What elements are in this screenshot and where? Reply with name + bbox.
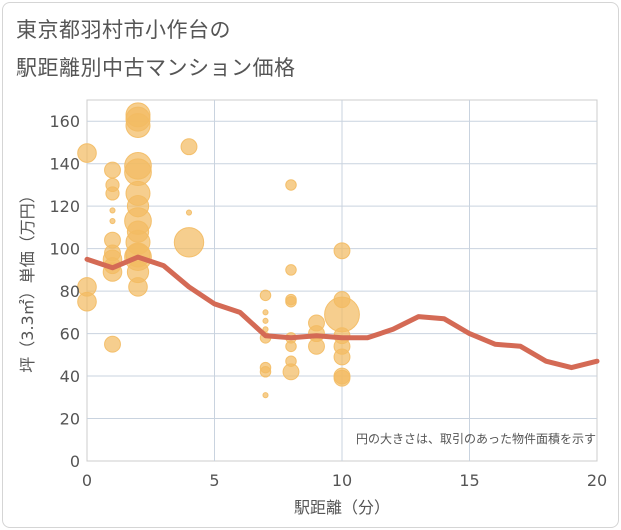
data-bubble — [324, 296, 360, 333]
chart-title-line-1: 東京都羽村市小作台の — [16, 18, 231, 42]
data-bubble — [105, 186, 120, 201]
data-bubble — [173, 227, 205, 258]
data-bubble — [333, 348, 351, 366]
x-tick-label: 15 — [459, 471, 479, 490]
data-bubble — [282, 363, 300, 381]
average-price-line — [84, 254, 600, 371]
y-tick-label: 100 — [49, 240, 80, 259]
data-bubble — [109, 207, 116, 214]
y-tick-label: 160 — [49, 112, 80, 131]
data-bubble — [333, 369, 351, 387]
x-tick-label: 5 — [209, 471, 219, 490]
x-axis-label: 駅距離（分） — [294, 498, 390, 517]
data-bubble — [262, 326, 269, 333]
data-bubble — [185, 209, 193, 216]
tick-labels: 0 20 40 60 80 100 120 140 160 0 5 10 15 20 — [49, 112, 607, 490]
y-tick-label: 140 — [49, 155, 80, 174]
y-axis-label: 坪（3.3㎡）単価（万円） — [18, 187, 37, 372]
data-bubble — [285, 340, 297, 353]
data-bubble — [180, 138, 198, 156]
y-tick-label: 120 — [49, 197, 80, 216]
y-tick-label: 0 — [70, 452, 80, 471]
y-tick-label: 40 — [60, 367, 80, 386]
data-bubble — [128, 277, 148, 297]
bubble-layer — [77, 102, 360, 399]
data-bubble — [109, 217, 116, 225]
data-bubble — [104, 335, 121, 353]
data-bubble — [262, 392, 269, 399]
x-tick-label: 10 — [332, 471, 352, 490]
data-bubble — [285, 179, 297, 191]
data-bubble — [262, 317, 269, 324]
data-bubble — [77, 291, 97, 312]
grid-lines — [87, 100, 597, 461]
chart-title-line-2: 駅距離別中古マンション価格 — [16, 56, 296, 80]
data-bubble — [259, 366, 272, 378]
data-bubble — [308, 337, 325, 355]
y-tick-label: 60 — [60, 325, 80, 344]
data-bubble — [125, 112, 151, 138]
x-tick-label: 0 — [82, 471, 92, 490]
data-bubble — [333, 242, 351, 260]
y-tick-label: 80 — [60, 282, 80, 301]
data-bubble — [262, 309, 269, 316]
data-bubble — [77, 143, 97, 163]
line-layer — [84, 254, 600, 371]
y-tick-label: 20 — [60, 410, 80, 429]
annotation-text: 円の大きさは、取引のあった物件面積を示す — [356, 431, 596, 446]
data-bubble — [259, 289, 272, 302]
data-bubble — [285, 264, 297, 276]
x-tick-label: 20 — [587, 471, 607, 490]
data-bubble — [104, 161, 121, 179]
data-bubble — [285, 295, 297, 308]
